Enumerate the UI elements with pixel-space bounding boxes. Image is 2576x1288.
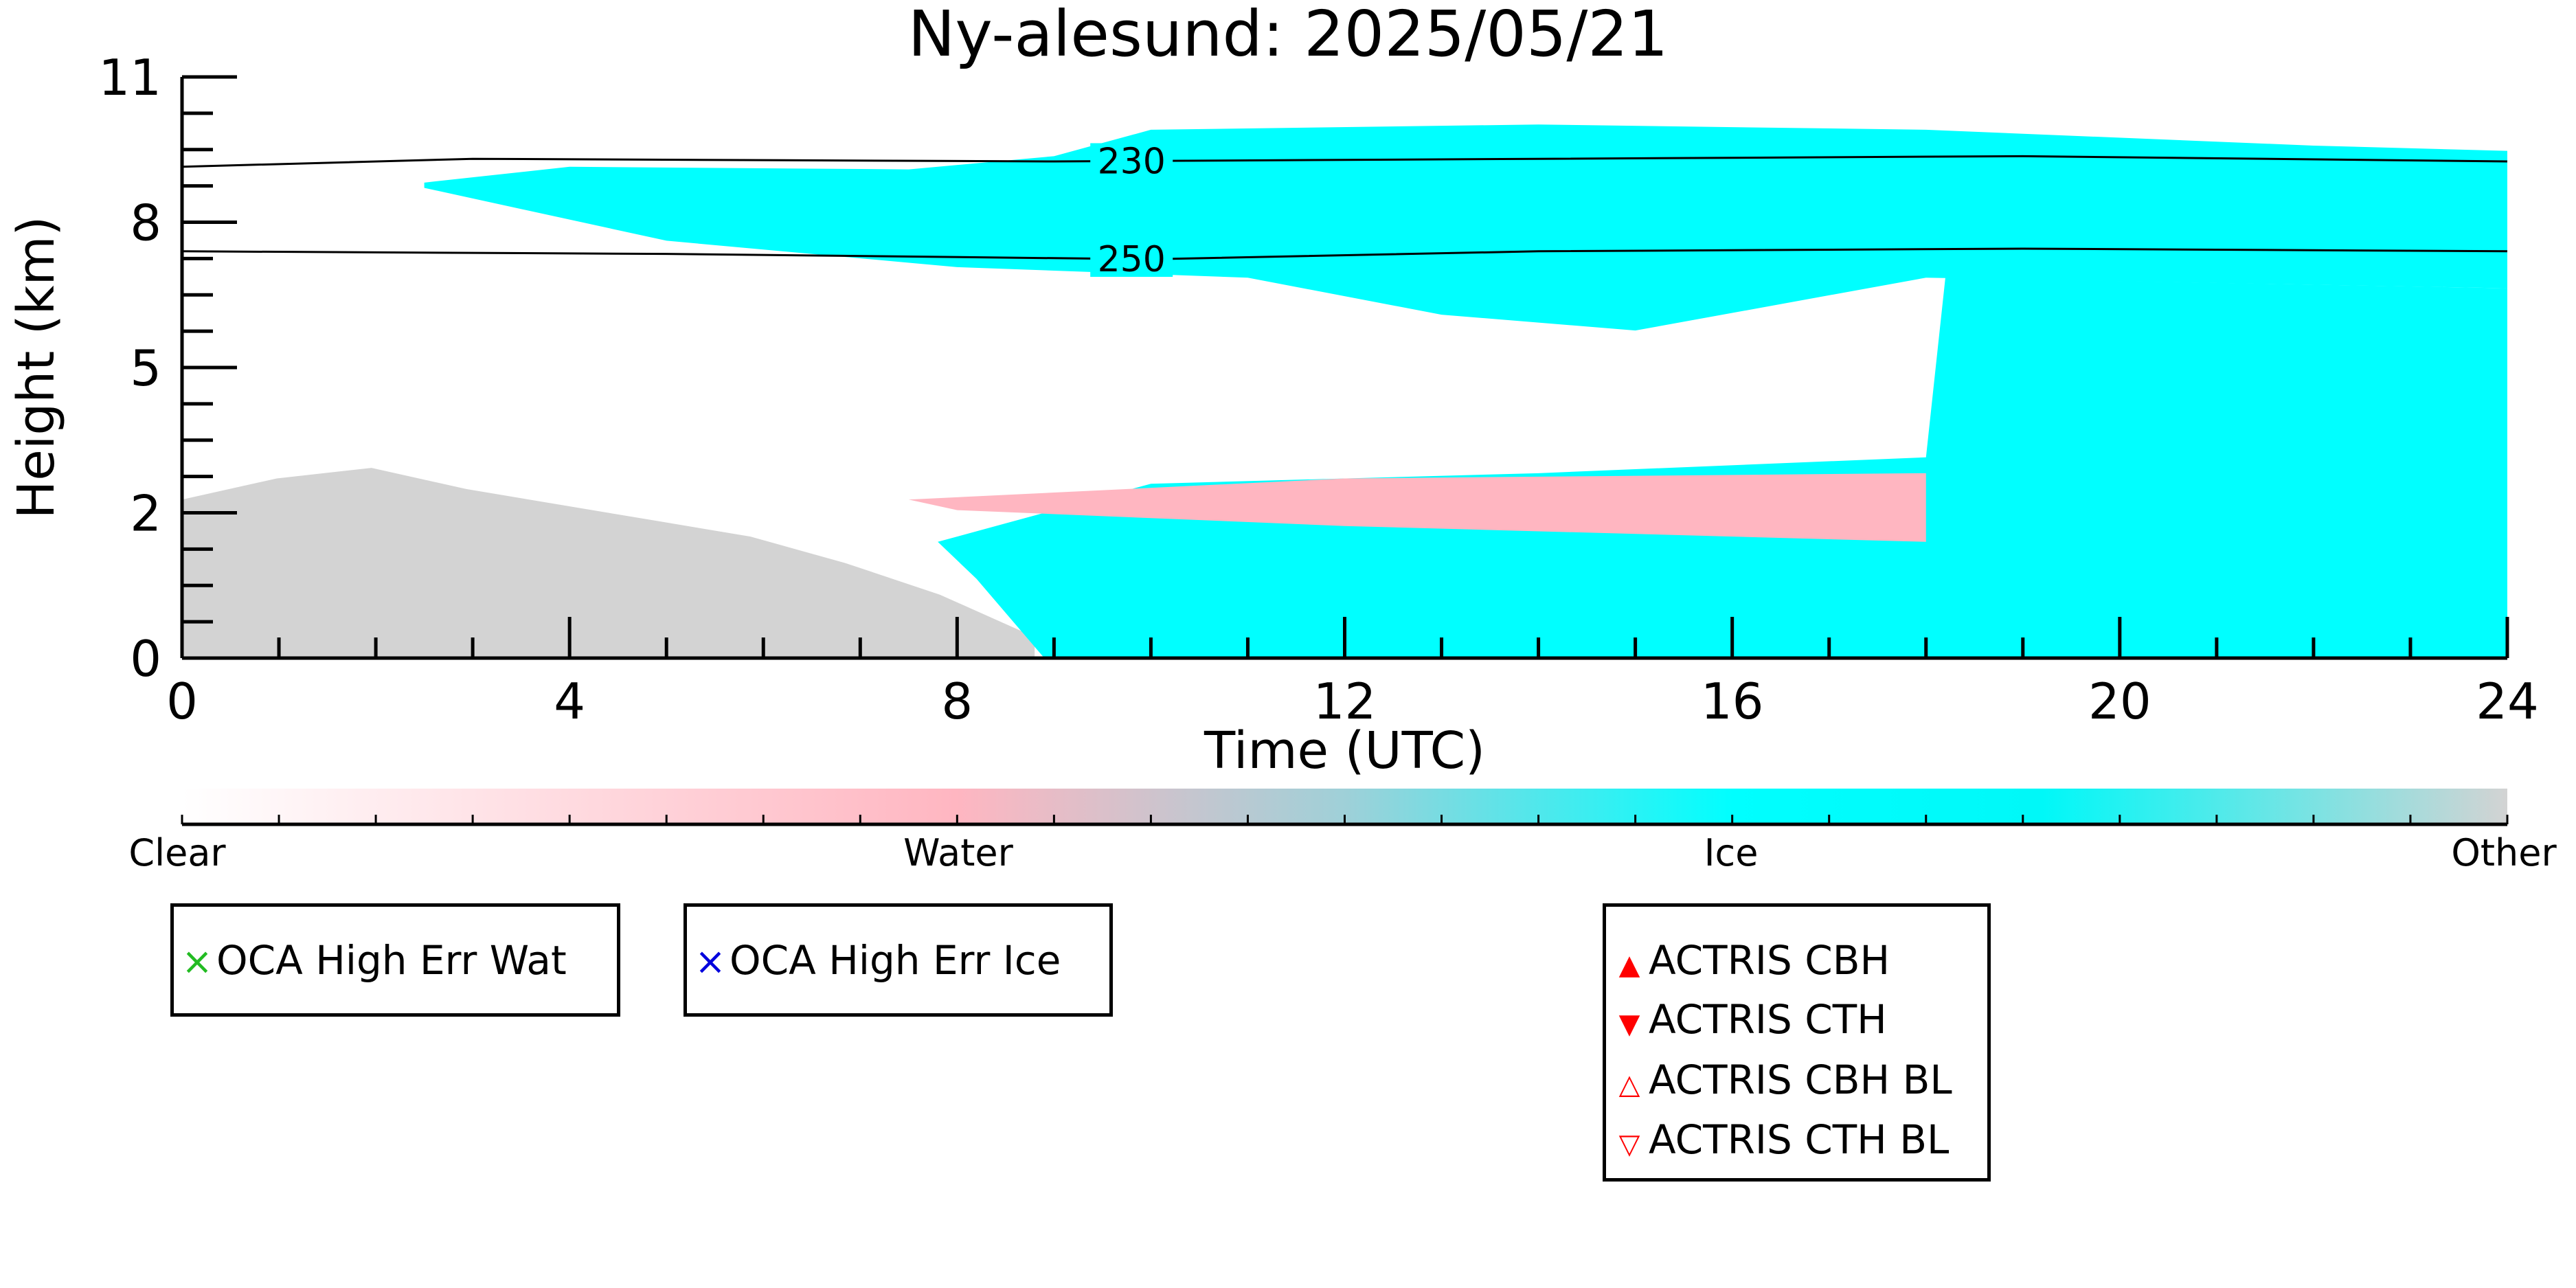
x-tick-label: 8 [941, 673, 973, 730]
triangle-up-outline-icon: △ [1618, 1069, 1640, 1100]
legend-label-cbh-bl: ACTRIS CBH BL [1649, 1057, 1952, 1103]
triangle-up-filled-icon: ▲ [1618, 949, 1640, 981]
region-other-0 [182, 468, 1035, 658]
x-marker-icon: × [694, 940, 726, 983]
y-tick-label: 11 [98, 49, 161, 106]
x-tick-label: 16 [1701, 673, 1764, 730]
chart-title: Ny-alesund: 2025/05/21 [907, 0, 1669, 71]
legend-label-cth-bl: ACTRIS CTH BL [1649, 1116, 1950, 1163]
contour-label-230: 230 [1098, 141, 1166, 182]
axes: 0 4 8 12 16 20 24 0 2 5 8 11 Time (UTC) Height (km) [7, 49, 2539, 780]
legend-actris: ▲ ACTRIS CBH ▼ ACTRIS CTH △ ACTRIS CBH BL ▽… [1603, 903, 1991, 1182]
y-axis-label: Height (km) [7, 216, 66, 519]
triangle-down-filled-icon: ▼ [1618, 1008, 1640, 1040]
region-ice-1 [424, 124, 2507, 331]
contour-label-250: 250 [1098, 239, 1166, 280]
x-axis-label: Time (UTC) [1204, 721, 1485, 780]
contour-label-bg [1090, 241, 1173, 278]
colorbar-label-clear: Clear [128, 831, 226, 874]
contour-label-bg [1090, 143, 1173, 179]
colorbar-label-water: Water [903, 831, 1013, 874]
region-ice-2 [938, 278, 2507, 659]
legend-oca-water: ×OCA High Err Wat [170, 903, 620, 1017]
legend-label-oca-wat: OCA High Err Wat [216, 937, 567, 984]
legend-oca-ice: ×OCA High Err Ice [683, 903, 1113, 1017]
temperature-contours: 230 250 [181, 141, 2508, 280]
colorbar-label-ice: Ice [1704, 831, 1759, 874]
x-tick-label: 4 [554, 673, 585, 730]
contour-line-230 [181, 155, 2508, 168]
x-tick-label: 20 [2088, 673, 2151, 730]
region-water-3 [908, 473, 1926, 542]
x-marker-icon: × [181, 940, 213, 983]
legend-label-oca-ice: OCA High Err Ice [730, 937, 1061, 984]
y-tick-label: 8 [130, 194, 161, 252]
y-tick-label: 5 [130, 339, 161, 397]
legend-label-cth: ACTRIS CTH [1649, 996, 1887, 1043]
x-tick-label: 0 [166, 673, 198, 730]
colorbar-label-other: Other [2451, 831, 2557, 874]
triangle-down-outline-icon: ▽ [1618, 1129, 1640, 1160]
colorbar-ticks [181, 815, 2509, 826]
y-tick-label: 0 [130, 630, 161, 688]
y-tick-label: 2 [130, 485, 161, 543]
phase-regions [182, 124, 2507, 659]
x-tick-label: 24 [2476, 673, 2539, 730]
legend-label-cbh: ACTRIS CBH [1649, 937, 1890, 984]
x-tick-label: 12 [1313, 673, 1377, 730]
contour-line-250 [181, 247, 2508, 260]
